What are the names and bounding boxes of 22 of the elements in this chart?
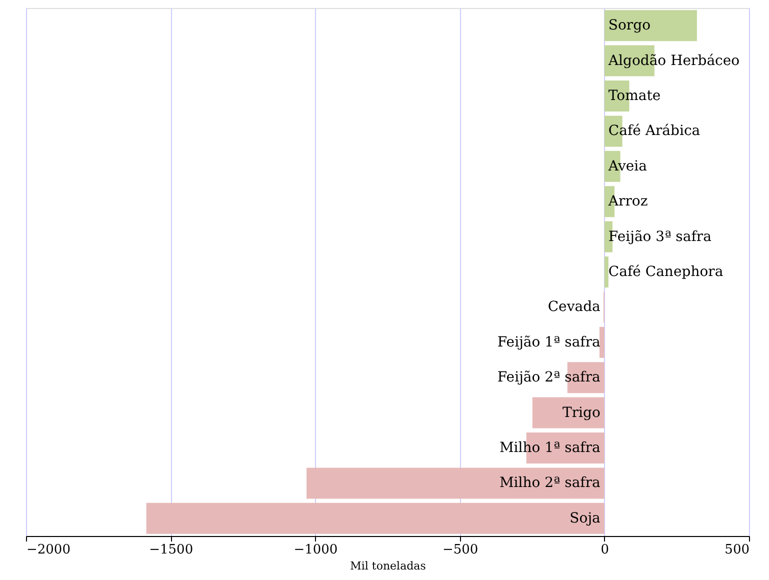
y-tick-label: Feijão 1ª safra <box>497 334 600 350</box>
x-tick-label: 500 <box>724 542 750 558</box>
y-tick-label: Café Canephora <box>608 264 724 280</box>
y-tick-label: Algodão Herbáceo <box>607 52 740 69</box>
y-tick-label: Milho 2ª safra <box>499 475 600 492</box>
x-tick-label: 0 <box>600 542 610 558</box>
x-tick-label: −1500 <box>149 542 194 558</box>
x-tick-label: −500 <box>442 542 478 558</box>
x-tick-label: −1000 <box>294 542 338 558</box>
y-tick-label: Trigo <box>562 404 600 421</box>
y-tick-label: Milho 1ª safra <box>499 440 600 456</box>
y-tick-label: Aveia <box>607 158 647 174</box>
y-tick-label: Café Arábica <box>608 123 700 140</box>
x-axis-title: Mil toneladas <box>350 560 426 572</box>
y-tick-label: Arroz <box>607 194 648 210</box>
x-tick-label: −2000 <box>26 542 70 558</box>
y-tick-label: Sorgo <box>608 18 651 34</box>
y-tick-label: Feijão 2ª safra <box>497 370 600 386</box>
y-tick-label: Soja <box>570 510 600 526</box>
y-tick-label: Feijão 3ª safra <box>608 228 712 245</box>
y-tick-label: Tomate <box>608 88 661 104</box>
y-tick-label: Cevada <box>548 299 600 316</box>
